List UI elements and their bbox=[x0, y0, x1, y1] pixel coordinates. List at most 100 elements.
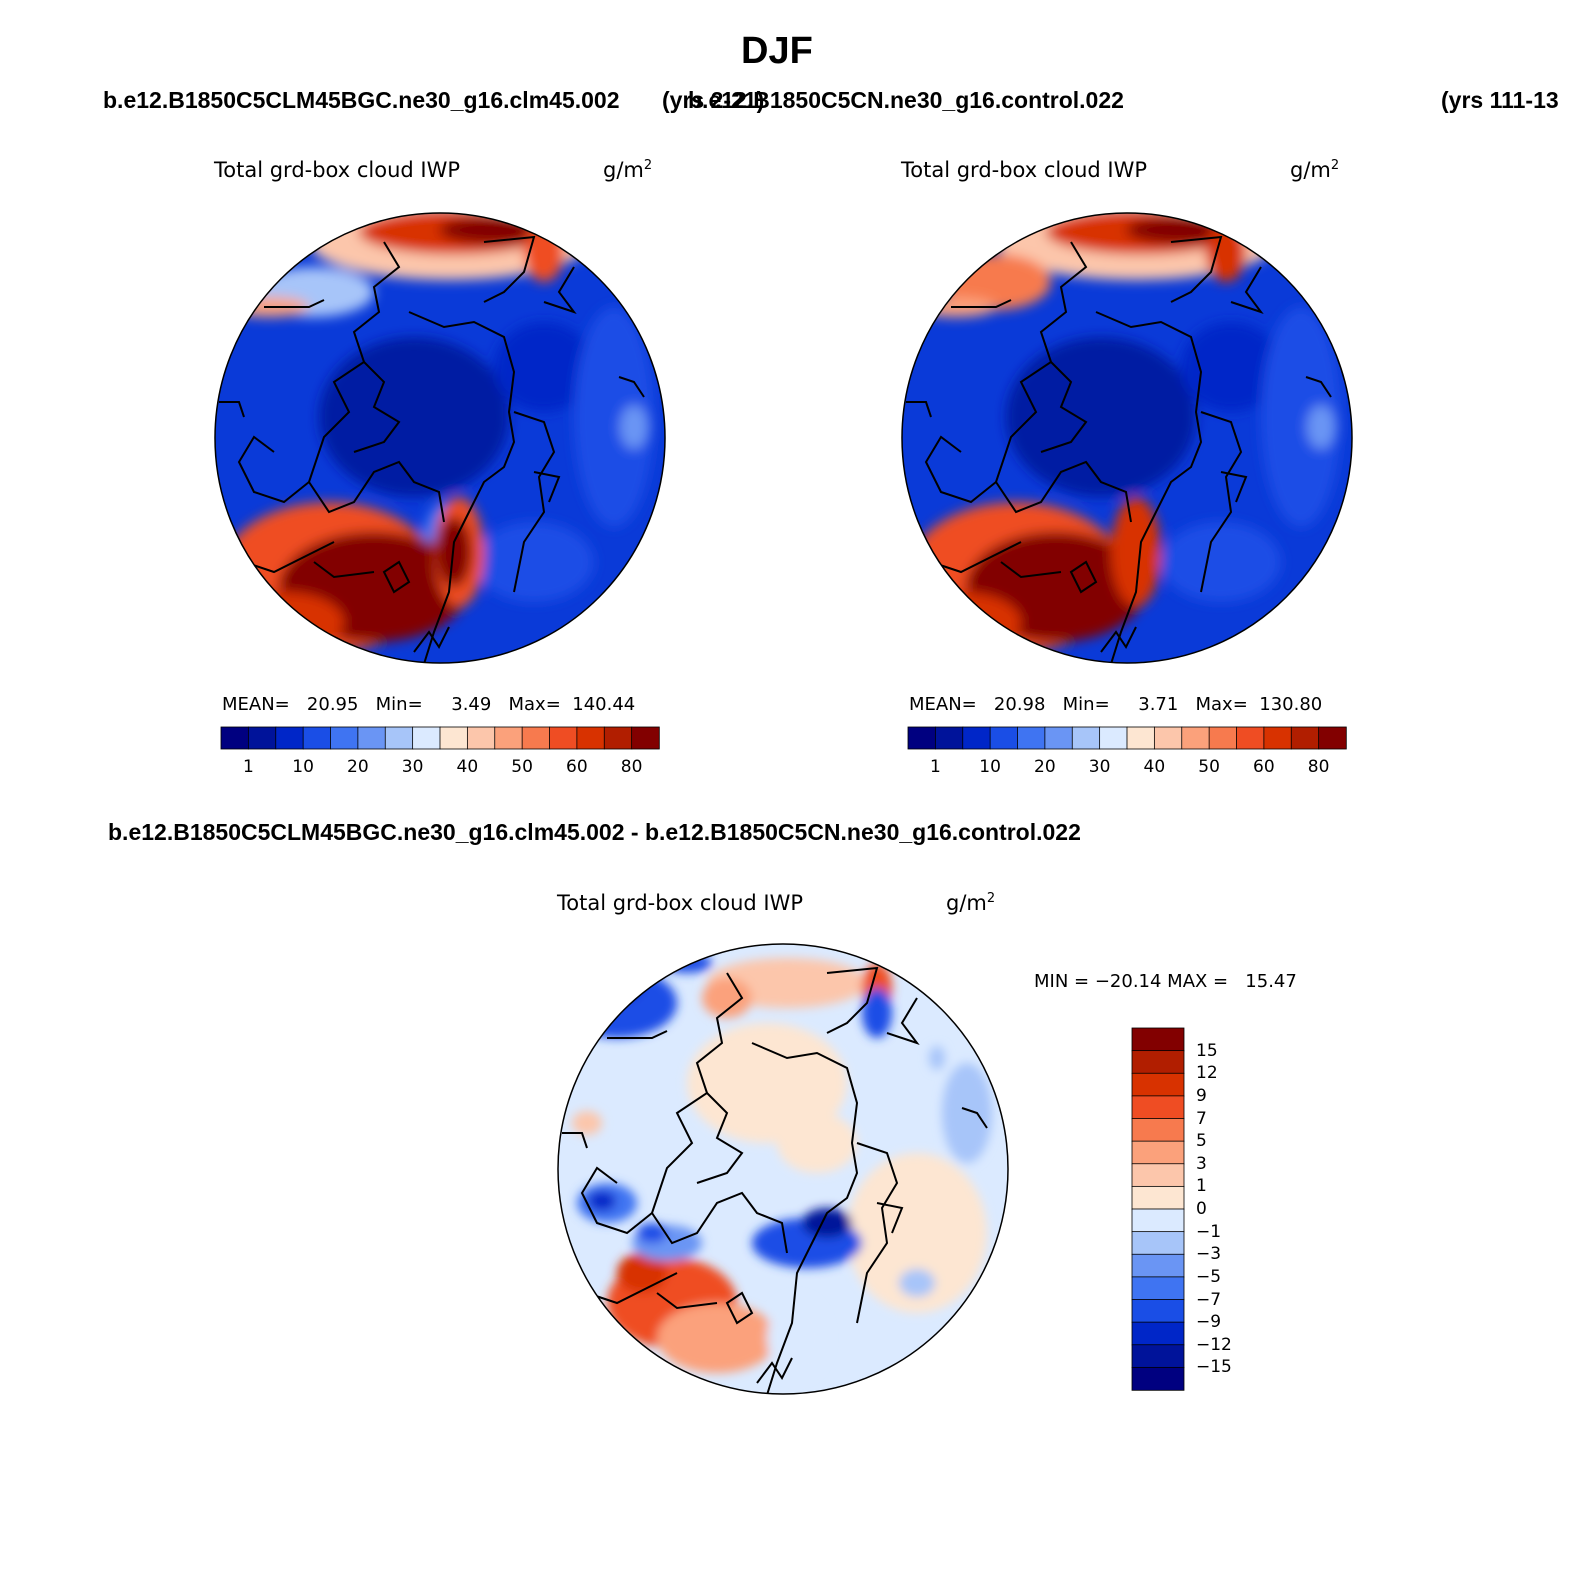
panel2-colorbar-tick-label: 10 bbox=[979, 757, 1001, 777]
panel2-colorbar-swatch bbox=[907, 726, 937, 750]
panel2-colorbar-swatch bbox=[962, 726, 991, 750]
panel2-colorbar-swatch bbox=[1044, 726, 1073, 750]
difference-colorbar-tick-label: 9 bbox=[1196, 1085, 1207, 1106]
panel1-colorbar-swatch bbox=[521, 726, 551, 750]
case1-header: b.e12.B1850C5CLM45BGC.ne30_g16.clm45.002 bbox=[103, 87, 620, 113]
difference-colorbar-swatch bbox=[1131, 1276, 1185, 1301]
difference-colorbar-swatch bbox=[1131, 1118, 1185, 1142]
panel2-colorbar-swatch bbox=[1181, 726, 1210, 750]
panel2-colorbar-tick-label: 30 bbox=[1088, 757, 1111, 777]
panel2-variable-label: Total grd-box cloud IWP bbox=[901, 158, 1148, 182]
case2-header: b.e12.B1850C5CN.ne30_g16.control.022 bbox=[688, 87, 1124, 113]
case2-years: (yrs 111-13 bbox=[1441, 87, 1559, 113]
panel2-colorbar bbox=[907, 726, 1347, 750]
difference-units-base: g/m bbox=[946, 891, 987, 915]
difference-units-sup: 2 bbox=[986, 891, 996, 906]
panel1-units-sup: 2 bbox=[643, 158, 653, 173]
panel2-colorbar-tick-label: 50 bbox=[1198, 757, 1220, 777]
panel1-colorbar-swatch bbox=[412, 726, 441, 750]
difference-map bbox=[557, 943, 1009, 1395]
panel2-colorbar-swatch bbox=[934, 726, 964, 750]
panel2-stats: MEAN= 20.98 Min= 3.71 Max= 130.80 bbox=[909, 694, 1323, 715]
panel1-colorbar-swatch bbox=[576, 726, 605, 750]
panel1-units: g/m2 bbox=[603, 158, 652, 182]
difference-colorbar-tick-label: −12 bbox=[1196, 1334, 1232, 1355]
difference-colorbar-swatch bbox=[1131, 1321, 1185, 1346]
difference-colorbar-swatch bbox=[1131, 1185, 1185, 1210]
panel1-colorbar-swatch bbox=[357, 726, 386, 750]
difference-colorbar-tick-label: 5 bbox=[1196, 1131, 1207, 1152]
panel1-colorbar-tick-label: 80 bbox=[620, 757, 643, 777]
panel2-colorbar-tick-label: 1 bbox=[929, 757, 941, 777]
panel1-colorbar-tick-label: 50 bbox=[511, 757, 533, 777]
difference-colorbar-tick-label: 7 bbox=[1196, 1108, 1207, 1129]
panel1-colorbar-tick-label: 40 bbox=[456, 757, 479, 777]
difference-colorbar-tick-label: −5 bbox=[1196, 1266, 1222, 1287]
difference-variable-label: Total grd-box cloud IWP bbox=[557, 891, 804, 915]
panel1-colorbar-swatch bbox=[275, 726, 304, 750]
panel1-colorbar-swatch bbox=[439, 726, 469, 750]
panel2-colorbar-swatch bbox=[1236, 726, 1265, 750]
panel2-colorbar-swatch bbox=[1290, 726, 1320, 750]
panel1-colorbar-tick-label: 30 bbox=[401, 757, 424, 777]
difference-colorbar-swatch bbox=[1131, 1208, 1185, 1233]
panel2-colorbar-ticks: 1 10 20 30 40 50 60 80 bbox=[908, 757, 1346, 779]
panel1-colorbar-swatch bbox=[466, 726, 496, 750]
panel1-colorbar-ticks: 1 10 20 30 40 50 60 80 bbox=[221, 757, 659, 779]
panel2-colorbar-tick-label: 60 bbox=[1253, 757, 1275, 777]
case1-years: (yrs 2-21) bbox=[662, 87, 765, 113]
panel2-units-base: g/m bbox=[1290, 158, 1331, 182]
panel2-colorbar-swatch bbox=[1071, 726, 1101, 750]
difference-stats: MIN = −20.14 MAX = 15.47 bbox=[1034, 971, 1297, 992]
panel1-colorbar-swatch bbox=[631, 726, 660, 750]
difference-colorbar-swatch bbox=[1131, 1050, 1185, 1074]
panel2-colorbar-swatch bbox=[1126, 726, 1156, 750]
panel2-units: g/m2 bbox=[1290, 158, 1339, 182]
panel1-colorbar-swatch bbox=[494, 726, 523, 750]
difference-colorbar-swatch bbox=[1131, 1095, 1185, 1120]
panel1-colorbar-swatch bbox=[603, 726, 633, 750]
panel1-colorbar-tick-label: 60 bbox=[566, 757, 588, 777]
panel1-colorbar-tick-label: 20 bbox=[347, 757, 369, 777]
panel1-variable-label: Total grd-box cloud IWP bbox=[214, 158, 461, 182]
difference-colorbar-tick-label: −7 bbox=[1196, 1289, 1222, 1310]
panel1-colorbar-swatch bbox=[330, 726, 359, 750]
panel1-colorbar-swatch bbox=[247, 726, 277, 750]
difference-colorbar-swatch bbox=[1131, 1027, 1185, 1052]
panel2-colorbar-tick-label: 20 bbox=[1034, 757, 1056, 777]
difference-colorbar-swatch bbox=[1131, 1072, 1185, 1097]
panel2-map bbox=[901, 212, 1353, 664]
difference-colorbar-tick-label: 3 bbox=[1196, 1153, 1207, 1174]
difference-colorbar-swatch bbox=[1131, 1253, 1185, 1278]
panel1-map bbox=[214, 212, 666, 664]
panel2-colorbar-swatch bbox=[1318, 726, 1347, 750]
panel2-colorbar-swatch bbox=[1263, 726, 1292, 750]
figure-title: DJF bbox=[741, 30, 813, 72]
difference-colorbar bbox=[1131, 1027, 1185, 1391]
panel1-stats: MEAN= 20.95 Min= 3.49 Max= 140.44 bbox=[222, 694, 636, 715]
difference-title: b.e12.B1850C5CLM45BGC.ne30_g16.clm45.002… bbox=[108, 819, 1081, 845]
panel2-colorbar-swatch bbox=[1208, 726, 1238, 750]
panel1-colorbar-swatch bbox=[549, 726, 578, 750]
difference-colorbar-tick-label: −9 bbox=[1196, 1312, 1222, 1333]
difference-colorbar-tick-label: −15 bbox=[1196, 1357, 1232, 1378]
panel1-units-base: g/m bbox=[603, 158, 644, 182]
panel2-colorbar-swatch bbox=[1017, 726, 1046, 750]
panel1-colorbar-swatch bbox=[384, 726, 414, 750]
panel2-colorbar-tick-label: 40 bbox=[1143, 757, 1166, 777]
panel2-colorbar-swatch bbox=[1153, 726, 1183, 750]
difference-colorbar-tick-label: −1 bbox=[1196, 1221, 1222, 1242]
difference-colorbar-tick-label: 0 bbox=[1196, 1199, 1207, 1219]
panel2-colorbar-swatch bbox=[989, 726, 1019, 750]
difference-colorbar-tick-label: −3 bbox=[1196, 1244, 1222, 1265]
panel2-colorbar-swatch bbox=[1099, 726, 1128, 750]
difference-colorbar-swatch bbox=[1131, 1366, 1185, 1391]
difference-colorbar-tick-label: 12 bbox=[1196, 1063, 1218, 1084]
panel1-colorbar bbox=[220, 726, 660, 750]
panel1-colorbar-swatch bbox=[220, 726, 250, 750]
difference-colorbar-tick-label: 1 bbox=[1196, 1176, 1207, 1197]
difference-units: g/m2 bbox=[946, 891, 995, 915]
difference-colorbar-swatch bbox=[1131, 1140, 1185, 1165]
difference-colorbar-swatch bbox=[1131, 1344, 1185, 1369]
panel1-colorbar-tick-label: 1 bbox=[242, 757, 254, 777]
